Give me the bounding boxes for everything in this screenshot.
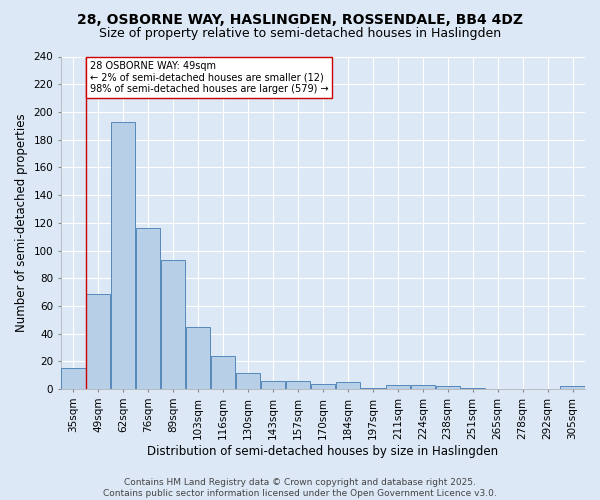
Bar xyxy=(560,386,584,389)
Text: Contains HM Land Registry data © Crown copyright and database right 2025.
Contai: Contains HM Land Registry data © Crown c… xyxy=(103,478,497,498)
Bar xyxy=(211,356,235,389)
Bar xyxy=(336,382,360,389)
Bar xyxy=(111,122,136,389)
Bar xyxy=(361,388,385,389)
Text: Size of property relative to semi-detached houses in Haslingden: Size of property relative to semi-detach… xyxy=(99,28,501,40)
Bar xyxy=(410,385,435,389)
Bar xyxy=(386,385,410,389)
X-axis label: Distribution of semi-detached houses by size in Haslingden: Distribution of semi-detached houses by … xyxy=(148,444,499,458)
Bar xyxy=(436,386,460,389)
Bar xyxy=(286,381,310,389)
Bar xyxy=(186,327,211,389)
Text: 28 OSBORNE WAY: 49sqm
← 2% of semi-detached houses are smaller (12)
98% of semi-: 28 OSBORNE WAY: 49sqm ← 2% of semi-detac… xyxy=(89,60,328,94)
Bar xyxy=(136,228,160,389)
Text: 28, OSBORNE WAY, HASLINGDEN, ROSSENDALE, BB4 4DZ: 28, OSBORNE WAY, HASLINGDEN, ROSSENDALE,… xyxy=(77,12,523,26)
Bar xyxy=(161,260,185,389)
Y-axis label: Number of semi-detached properties: Number of semi-detached properties xyxy=(15,114,28,332)
Bar xyxy=(261,381,285,389)
Bar xyxy=(236,372,260,389)
Bar xyxy=(86,294,110,389)
Bar xyxy=(461,388,485,389)
Bar xyxy=(311,384,335,389)
Bar xyxy=(61,368,86,389)
